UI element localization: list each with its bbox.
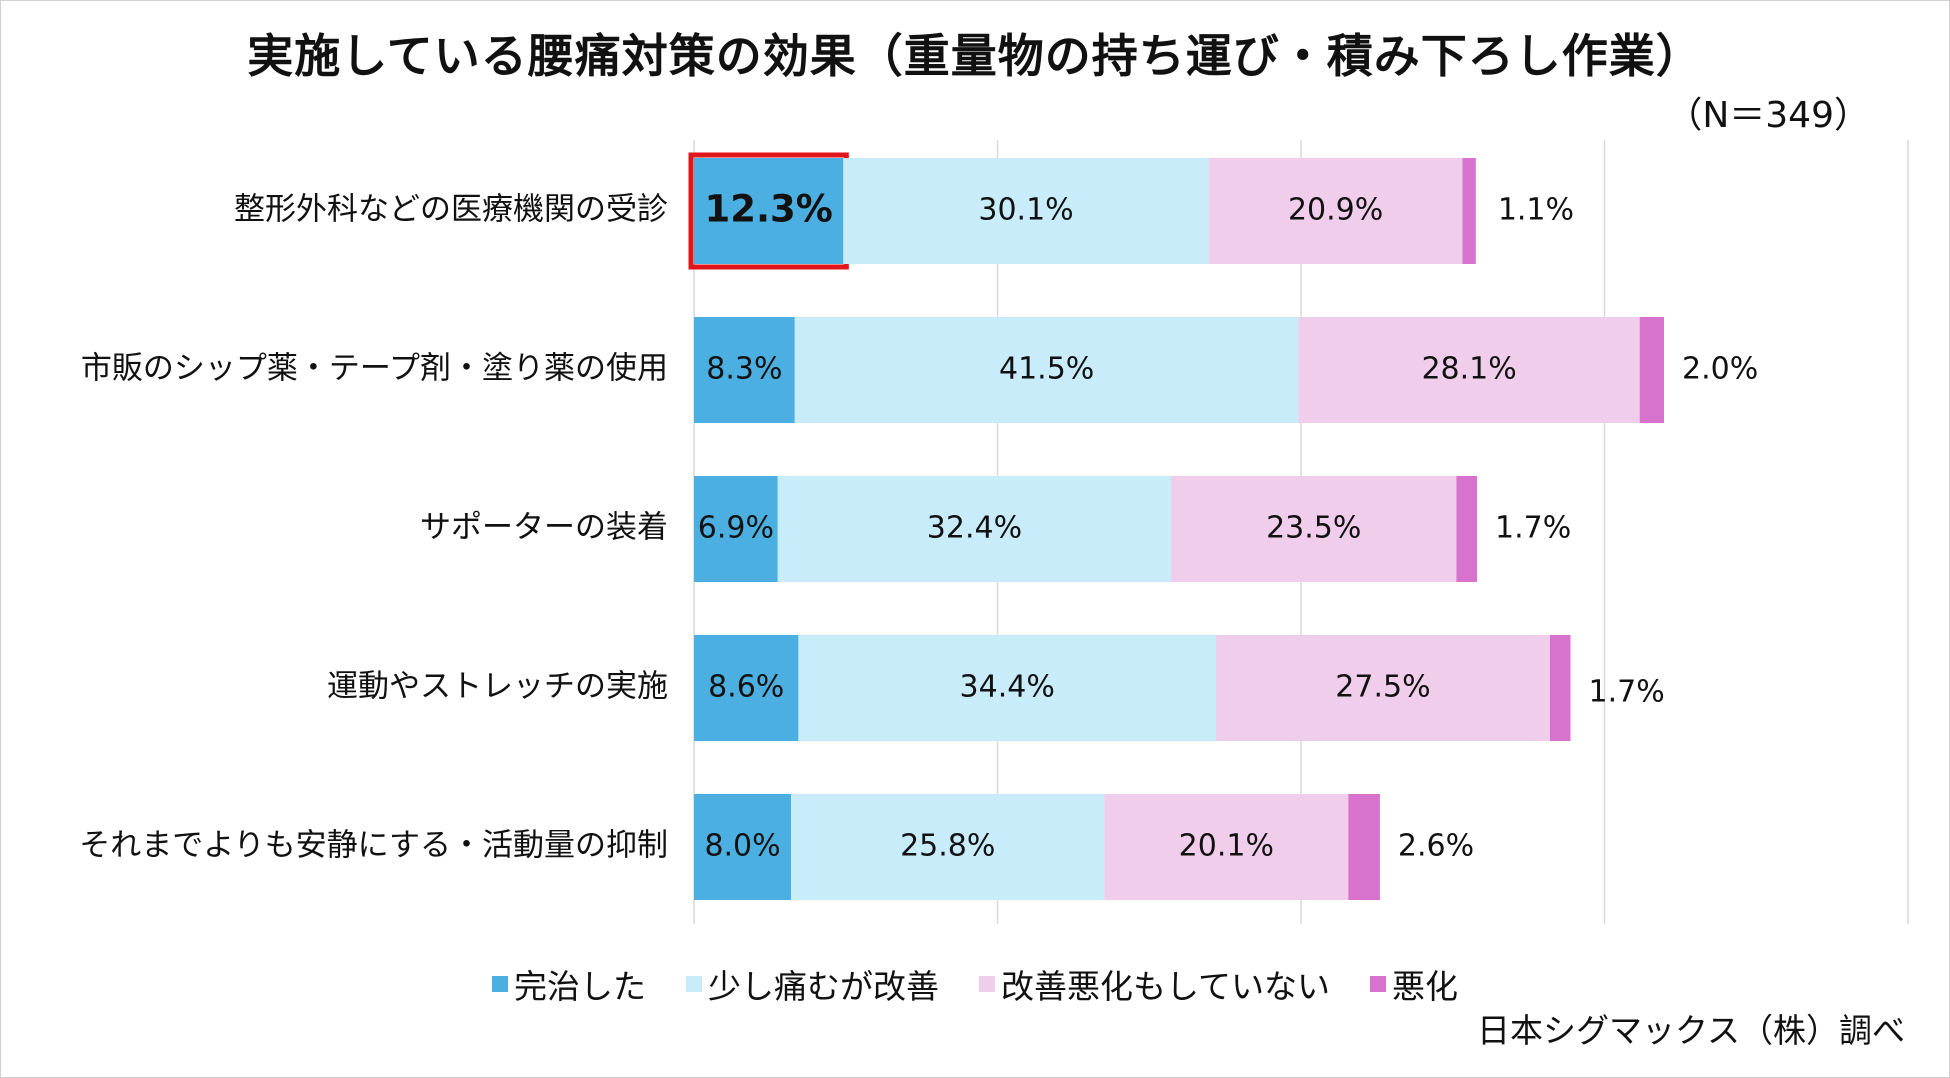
bar-segment xyxy=(791,794,1105,900)
data-label: 2.0% xyxy=(1682,352,1758,387)
category-label: 市販のシップ薬・テープ剤・塗り薬の使用 xyxy=(81,351,668,387)
data-label: 8.0% xyxy=(704,829,780,864)
legend-item-no-change: 改善悪化もしていない xyxy=(978,960,1330,1008)
bar-segment xyxy=(1298,317,1640,423)
legend-item-worse: 悪化 xyxy=(1370,960,1458,1008)
data-label: 34.4% xyxy=(960,670,1055,705)
source-note: 日本シグマックス（株）調べ xyxy=(1476,1011,1905,1050)
bar-segment xyxy=(694,635,799,741)
data-label: 1.1% xyxy=(1498,193,1574,228)
category-label: 整形外科などの医療機関の受診 xyxy=(234,192,668,228)
bar-segment xyxy=(694,476,778,582)
chart-title: 実施している腰痛対策の効果（重量物の持ち運び・積み下ろし作業） xyxy=(247,29,1703,83)
bar-segment xyxy=(1171,476,1457,582)
bar-segment xyxy=(694,794,792,900)
bar-segment xyxy=(1216,635,1550,741)
legend-label-worse: 悪化 xyxy=(1392,967,1458,1006)
legend-item-complete: 完治した xyxy=(491,960,646,1008)
legend-swatch-complete xyxy=(491,976,508,992)
bar-segment xyxy=(1462,158,1476,264)
category-label: それまでよりも安静にする・活動量の抑制 xyxy=(79,828,668,864)
bar-segment xyxy=(1549,635,1571,741)
data-label: 1.7% xyxy=(1589,675,1665,710)
bar-segment xyxy=(798,635,1217,741)
data-label: 30.1% xyxy=(978,193,1073,228)
data-label: 2.6% xyxy=(1398,829,1474,864)
legend-item-improved: 少し痛むが改善 xyxy=(685,960,939,1008)
data-label: 8.3% xyxy=(706,352,782,387)
bar-segment xyxy=(1348,794,1380,900)
data-label: 20.1% xyxy=(1179,829,1274,864)
bar-segment xyxy=(1639,317,1664,423)
bar-segment xyxy=(777,476,1172,582)
data-label: 41.5% xyxy=(999,352,1094,387)
bar-segment xyxy=(1208,158,1463,264)
data-label: 25.8% xyxy=(900,829,995,864)
data-label: 8.6% xyxy=(708,670,784,705)
data-label: 6.9% xyxy=(698,511,774,546)
legend-swatch-improved xyxy=(685,976,702,992)
data-label: 28.1% xyxy=(1421,352,1516,387)
sample-size-label: （N＝349） xyxy=(1666,95,1870,136)
data-label: 27.5% xyxy=(1335,670,1430,705)
bar-segment xyxy=(1104,794,1349,900)
legend-label-improved: 少し痛むが改善 xyxy=(707,967,939,1006)
bar-segment xyxy=(794,317,1299,423)
data-label: 20.9% xyxy=(1288,193,1383,228)
legend: 完治した 少し痛むが改善 改善悪化もしていない 悪化 xyxy=(0,960,1950,1008)
data-label: 32.4% xyxy=(927,511,1022,546)
category-label: サポーターの装着 xyxy=(420,510,668,546)
data-label: 1.7% xyxy=(1495,511,1571,546)
legend-swatch-worse xyxy=(1370,976,1386,992)
bar-segment xyxy=(694,317,795,423)
data-label: 12.3% xyxy=(704,188,832,231)
bar-segment xyxy=(694,158,844,264)
category-label: 運動やストレッチの実施 xyxy=(327,669,668,705)
bar-segment xyxy=(843,158,1209,264)
data-label: 23.5% xyxy=(1266,511,1361,546)
legend-label-no-change: 改善悪化もしていない xyxy=(1000,967,1330,1006)
legend-swatch-no-change xyxy=(978,976,995,992)
legend-label-complete: 完治した xyxy=(513,967,646,1006)
bar-segment xyxy=(1456,476,1478,582)
